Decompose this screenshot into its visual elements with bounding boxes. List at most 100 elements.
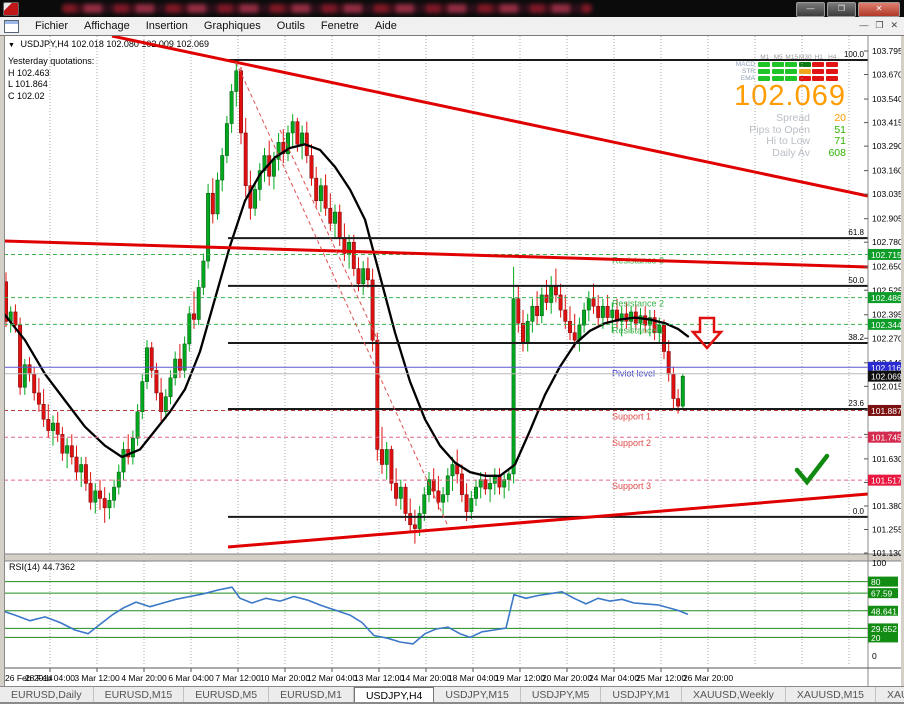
dashboard-row-label: MACD <box>735 61 755 68</box>
window-left-border <box>0 35 5 702</box>
svg-text:101.255: 101.255 <box>872 525 903 535</box>
current-price-display: 102.069 <box>734 80 846 112</box>
dashboard-col-M15: M15 <box>785 54 799 61</box>
svg-text:50.0: 50.0 <box>848 276 864 285</box>
stat-value: 71 <box>834 135 846 147</box>
svg-text:102.270: 102.270 <box>872 333 903 343</box>
tab-usdjpy-h4[interactable]: USDJPY,H4 <box>353 687 435 703</box>
dashboard-col-M1: M1 <box>760 54 770 61</box>
quotations-title: Yesterday quotations: <box>8 56 95 66</box>
tab-eurusd-daily[interactable]: EURUSD,Daily <box>0 687 94 703</box>
stat-pips-to-open: Pips to Open 51 <box>660 123 846 137</box>
quotation-low: L 101.864 <box>8 79 48 89</box>
svg-text:20: 20 <box>871 633 881 643</box>
stat-label: Pips to Open <box>749 123 810 136</box>
tab-usdjpy-m15[interactable]: USDJPY,M15 <box>434 687 521 703</box>
svg-text:102.069: 102.069 <box>871 372 902 382</box>
tab-usdjpy-m5[interactable]: USDJPY,M5 <box>521 687 602 703</box>
menu-outils[interactable]: Outils <box>276 20 305 32</box>
menu-fichier[interactable]: Fichier <box>35 20 69 32</box>
menu-fenetre[interactable]: Fenetre <box>320 20 359 32</box>
window-titlebar[interactable]: — ❐ ✕ <box>0 0 904 17</box>
window-right-border <box>901 35 904 702</box>
svg-text:19 Mar 12:00: 19 Mar 12:00 <box>495 673 545 683</box>
tab-xauusd-m5[interactable]: XAUUSD,M5 <box>876 687 904 703</box>
signal-cell <box>771 76 784 81</box>
svg-text:100.0: 100.0 <box>844 50 865 59</box>
stat-value: 51 <box>834 123 846 136</box>
quotation-high: H 102.463 <box>8 67 50 78</box>
dashboard-col-M30: M30 <box>798 54 812 61</box>
svg-text:20 Mar 20:00: 20 Mar 20:00 <box>542 673 592 683</box>
tab-usdjpy-m1[interactable]: USDJPY,M1 <box>601 687 682 703</box>
tab-eurusd-m5[interactable]: EURUSD,M5 <box>184 687 270 703</box>
svg-text:102.905: 102.905 <box>872 214 903 224</box>
minimize-button[interactable]: — <box>796 2 825 17</box>
window-bottom-border <box>0 702 904 704</box>
svg-text:102.116: 102.116 <box>871 363 901 373</box>
menu-aide[interactable]: Aide <box>374 20 397 32</box>
svg-text:14 Mar 20:00: 14 Mar 20:00 <box>401 673 451 683</box>
svg-text:103.160: 103.160 <box>872 166 903 176</box>
mdi-window-controls[interactable]: — ❐ ✕ <box>859 20 898 31</box>
signal-cell <box>771 69 784 74</box>
stat-hi-to-low: Hi to Low 71 <box>660 135 846 148</box>
dashboard-row-ema: EMA <box>722 75 839 82</box>
svg-text:48.641: 48.641 <box>871 606 897 616</box>
dashboard-row-macd: MACD <box>722 61 839 68</box>
chart-symbol-header[interactable]: ▼ USDJPY,H4 102.018 102.080 102.009 102.… <box>8 39 209 49</box>
dashboard-col-M5: M5 <box>773 54 783 61</box>
mdi-restore-button[interactable]: ❐ <box>875 20 884 30</box>
signal-cell <box>798 76 811 81</box>
tab-xauusd-m15[interactable]: XAUUSD,M15 <box>786 687 876 703</box>
svg-text:4 Mar 20:00: 4 Mar 20:00 <box>121 673 167 683</box>
svg-text:3 Mar 12:00: 3 Mar 12:00 <box>74 673 120 683</box>
tab-eurusd-m1[interactable]: EURUSD,M1 <box>269 687 354 703</box>
menu-bar: Fichier Affichage Insertion Graphiques Outil… <box>0 17 904 36</box>
svg-text:26 Mar 20:00: 26 Mar 20:00 <box>683 673 733 683</box>
chart-ohlc: 102.018 102.080 102.009 102.069 <box>71 39 209 49</box>
svg-text:0.0: 0.0 <box>853 507 865 516</box>
signal-cell <box>825 76 838 81</box>
svg-text:Resistance 2: Resistance 2 <box>612 299 664 309</box>
signal-cell <box>758 76 770 81</box>
chart-tab-bar: EURUSD,Daily EURUSD,M15 EURUSD,M5 EURUSD,M1… <box>0 686 904 703</box>
svg-text:Support 1: Support 1 <box>612 411 651 421</box>
window-title-redacted <box>62 4 592 13</box>
svg-text:Support 3: Support 3 <box>612 481 651 491</box>
menu-insertion[interactable]: Insertion <box>145 20 188 32</box>
svg-text:29.652: 29.652 <box>871 624 897 634</box>
stat-label: Hi to Low <box>766 135 810 147</box>
mdi-minimize-button[interactable]: — <box>859 20 869 30</box>
timeframe-signal-dashboard: M1 M5 M15 M30 H1 H4 MACD STR EMA <box>722 54 839 82</box>
svg-text:Resistance 1: Resistance 1 <box>612 325 664 335</box>
menu-graphiques[interactable]: Graphiques <box>203 20 261 32</box>
dashboard-columns: M1 M5 M15 M30 H1 H4 <box>758 54 839 61</box>
dashboard-row-label: EMA <box>740 75 755 82</box>
svg-text:101.887: 101.887 <box>871 406 902 416</box>
signal-cell <box>825 62 838 67</box>
rsi-indicator-label: RSI(14) 44.7362 <box>9 562 76 572</box>
tab-xauusd-weekly[interactable]: XAUUSD,Weekly <box>682 687 786 703</box>
signal-cell <box>758 69 770 74</box>
maximize-button[interactable]: ❐ <box>827 2 856 17</box>
svg-text:101.517: 101.517 <box>871 476 902 486</box>
svg-text:80: 80 <box>871 577 881 587</box>
svg-text:103.415: 103.415 <box>872 118 903 128</box>
svg-text:61.8: 61.8 <box>848 228 864 237</box>
svg-text:101.130: 101.130 <box>872 548 903 558</box>
signal-cell <box>771 62 784 67</box>
tab-eurusd-m15[interactable]: EURUSD,M15 <box>94 687 185 703</box>
menu-affichage[interactable]: Affichage <box>84 20 130 32</box>
svg-text:25 Mar 12:00: 25 Mar 12:00 <box>636 673 686 683</box>
svg-text:38.2: 38.2 <box>848 333 864 342</box>
svg-text:67.59: 67.59 <box>871 589 893 599</box>
svg-text:101.630: 101.630 <box>872 454 903 464</box>
dashboard-col-H4: H4 <box>828 54 837 61</box>
svg-text:103.670: 103.670 <box>872 70 903 80</box>
svg-text:102.780: 102.780 <box>872 237 903 247</box>
svg-text:101.380: 101.380 <box>872 501 903 511</box>
mdi-close-button[interactable]: ✕ <box>890 20 898 30</box>
close-button[interactable]: ✕ <box>858 2 900 17</box>
